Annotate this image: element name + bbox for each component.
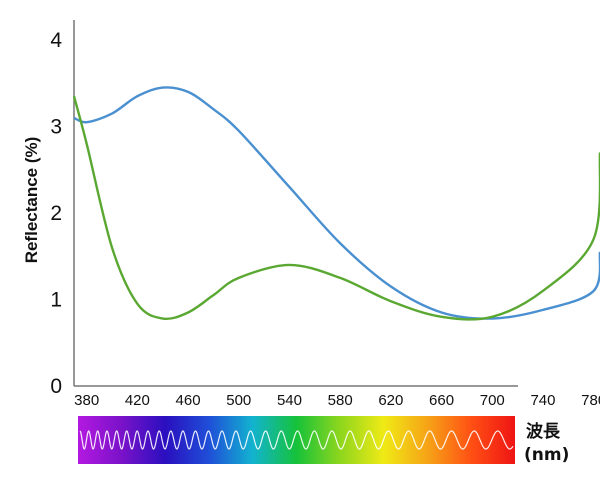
x-tick-label: 740	[530, 392, 555, 409]
spectrum-bar-fill	[78, 416, 515, 464]
y-tick-label: 2	[50, 202, 62, 225]
y-tick-label: 3	[50, 116, 62, 139]
x-axis-label-unit: (nm)	[524, 445, 569, 465]
x-tick-label: 780	[581, 392, 600, 409]
series-line-blue	[73, 86, 600, 320]
x-tick-labels: 380 420 460 500 540 580 620 660 700 740 780	[74, 392, 600, 409]
spectrum-bar	[78, 416, 515, 464]
x-tick-label: 580	[328, 392, 353, 409]
x-tick-label: 380	[74, 392, 99, 409]
x-tick-label: 460	[176, 392, 201, 409]
x-tick-label: 660	[429, 392, 454, 409]
x-tick-label: 620	[378, 392, 403, 409]
x-tick-label: 700	[480, 392, 505, 409]
series-layer	[72, 86, 600, 321]
y-tick-label: 1	[50, 289, 62, 312]
y-tick-label: 0	[50, 375, 62, 398]
y-axis-label: Reflectance (%)	[22, 137, 41, 264]
x-axis-label-wavelength: 波長	[526, 421, 561, 442]
y-tick-labels: 0 1 2 3 4	[50, 29, 62, 398]
x-tick-label: 420	[125, 392, 150, 409]
x-tick-label: 540	[277, 392, 302, 409]
y-tick-label: 4	[50, 29, 62, 52]
series-line-green	[72, 95, 600, 321]
wave-pattern	[79, 430, 514, 450]
x-tick-label: 500	[226, 392, 251, 409]
